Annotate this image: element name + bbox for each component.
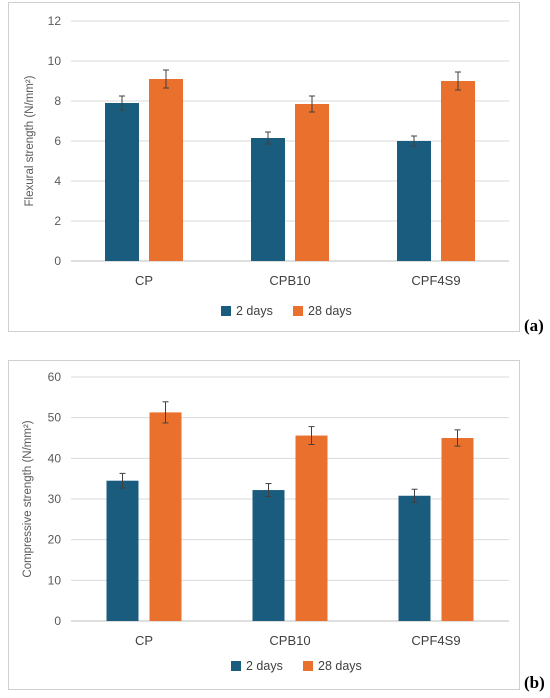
y-tick-label: 20 — [48, 533, 62, 547]
y-tick-label: 2 — [54, 214, 61, 228]
legend-swatch — [221, 306, 231, 316]
compressive-chart-panel: 0 10 20 30 40 50 60 Compressive strength (N/mm²… — [8, 360, 520, 690]
bar — [441, 438, 474, 621]
x-tick-label: CP — [135, 273, 153, 288]
bar — [149, 79, 183, 261]
y-tick-label: 10 — [48, 573, 62, 587]
bar — [251, 138, 285, 261]
compressive-chart-svg: 0 10 20 30 40 50 60 Compressive strength (N/mm²… — [22, 370, 509, 673]
bar — [105, 103, 139, 261]
bar — [252, 490, 285, 621]
y-tick-label: 30 — [48, 492, 62, 506]
legend-label: 28 days — [308, 304, 352, 318]
y-tick-label: 40 — [48, 451, 62, 465]
y-tick-label: 8 — [54, 94, 61, 108]
y-axis-label: Flexural strength (N/mm²) — [24, 75, 36, 206]
y-tick-label: 60 — [48, 370, 62, 384]
legend-label: 2 days — [246, 659, 283, 673]
legend-label: 2 days — [236, 304, 273, 318]
bar — [106, 480, 139, 621]
flexural-chart-svg: 0 2 4 6 8 10 12 Flexural strength (N/mm²) CP CPB1… — [24, 14, 509, 318]
y-tick-label: 10 — [48, 54, 62, 68]
y-tick-label: 50 — [48, 411, 62, 425]
legend-swatch — [231, 661, 241, 671]
bar — [397, 141, 431, 261]
x-tick-label: CP — [135, 633, 153, 648]
bar — [295, 104, 329, 261]
legend-swatch — [303, 661, 313, 671]
bar — [295, 435, 328, 621]
y-tick-label: 0 — [54, 614, 61, 628]
y-tick-label: 12 — [48, 14, 62, 28]
y-tick-label: 4 — [54, 174, 61, 188]
x-tick-label: CPF4S9 — [411, 633, 460, 648]
y-tick-label: 0 — [54, 254, 61, 268]
legend-swatch — [293, 306, 303, 316]
y-axis-label: Compressive strength (N/mm²) — [22, 420, 34, 577]
x-tick-label: CPB10 — [269, 633, 310, 648]
bar — [441, 81, 475, 261]
panel-label-a: (a) — [524, 316, 544, 335]
bar — [149, 412, 182, 621]
x-tick-label: CPB10 — [269, 273, 310, 288]
legend-label: 28 days — [318, 659, 362, 673]
bar — [398, 495, 431, 621]
y-tick-label: 6 — [54, 134, 61, 148]
x-tick-label: CPF4S9 — [411, 273, 460, 288]
panel-label-b: (b) — [524, 673, 545, 692]
flexural-chart-panel: 0 2 4 6 8 10 12 Flexural strength (N/mm²) CP CPB1… — [8, 2, 520, 332]
